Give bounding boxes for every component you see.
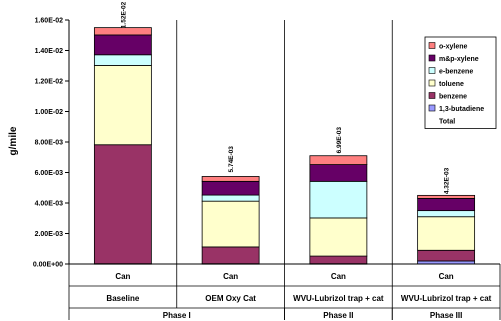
legend-swatch xyxy=(428,104,436,112)
total-label: 1.52E-02 xyxy=(120,1,127,28)
bar-segment-benzene xyxy=(93,144,152,265)
bar-segment-o-xylene xyxy=(417,194,476,199)
x-axis: Can Baseline Can OEM Oxy Cat Can WVU-Lubrizol… xyxy=(68,20,501,320)
bar-segment-o-xylene xyxy=(201,176,260,182)
phase-label: Phase I xyxy=(163,311,191,320)
bar-segment-e-benzene xyxy=(309,180,368,219)
legend-label: benzene xyxy=(439,94,467,101)
y-axis-label: g/mile xyxy=(8,126,19,155)
legend: o-xylene m&p-xylene e-benzene toluene benzen… xyxy=(424,36,497,129)
total-label: 6.99E-03 xyxy=(336,127,343,154)
y-tick-label: 8.00E-03 xyxy=(35,140,64,147)
bar-segment-benzene xyxy=(201,246,260,265)
config-label: WVU-Lubrizol trap + cat xyxy=(401,294,492,303)
bar-segment-toluene xyxy=(93,65,152,146)
legend-swatch xyxy=(428,54,436,62)
legend-box xyxy=(424,36,497,129)
bar-segment-benzene xyxy=(417,249,476,262)
phase-label: Phase III xyxy=(430,311,462,320)
bar-segment-o-xylene xyxy=(93,27,152,36)
legend-label: Total xyxy=(439,119,455,126)
y-tick-label: 2.00E-03 xyxy=(35,231,64,238)
y-tick-label: 1.60E-02 xyxy=(35,18,64,25)
bar-segment-e-benzene xyxy=(93,54,152,66)
legend-label: e-benzene xyxy=(439,69,473,76)
bar-segment-o-xylene xyxy=(309,155,368,165)
phase-label: Phase II xyxy=(323,311,353,320)
legend-swatch xyxy=(428,67,436,74)
bar-segment-benzene xyxy=(309,255,368,265)
bar-segment-e-benzene xyxy=(201,194,260,202)
y-tick-label: 1.20E-02 xyxy=(35,79,64,86)
bar-segment-toluene xyxy=(417,216,476,251)
category-label: Can xyxy=(223,272,238,281)
bar-segment-m-p-xylene xyxy=(201,180,260,196)
bar-segment-toluene xyxy=(201,200,260,248)
legend-label: o-xylene xyxy=(439,44,468,51)
legend-swatch xyxy=(428,92,436,99)
legend-label: m&p-xylene xyxy=(439,56,479,63)
y-tick-label: 6.00E-03 xyxy=(35,170,64,177)
total-label: 5.74E-03 xyxy=(228,146,235,173)
y-tick-label: 1.40E-02 xyxy=(35,48,64,55)
config-label: WVU-Lubrizol trap + cat xyxy=(293,294,384,303)
y-axis: 0.00E+00 2.00E-03 4.00E-03 6.00E-03 8.00E-03… xyxy=(33,18,70,269)
total-label: 4.32E-03 xyxy=(444,167,451,194)
legend-label: 1,3-butadiene xyxy=(439,106,484,113)
config-label: Baseline xyxy=(106,294,139,303)
config-label: OEM Oxy Cat xyxy=(205,294,256,303)
legend-label: toluene xyxy=(439,81,464,88)
category-label: Can xyxy=(439,272,454,281)
y-tick-label: 0.00E+00 xyxy=(33,262,63,269)
bar-segment-e-benzene xyxy=(417,210,476,218)
y-tick-label: 4.00E-03 xyxy=(35,201,64,208)
y-tick-label: 1.00E-02 xyxy=(35,109,64,116)
legend-swatch xyxy=(428,42,436,49)
bar-segment-m-p-xylene xyxy=(309,164,368,182)
legend-swatch xyxy=(428,79,436,87)
category-label: Can xyxy=(331,272,346,281)
category-label: Can xyxy=(115,272,130,281)
bar-segment-m-p-xylene xyxy=(417,198,476,212)
bars: 1.52E-02 5.74E-03 6.99E-03 4.32E-03 xyxy=(93,1,476,265)
bar-segment-toluene xyxy=(309,217,368,257)
bar-segment-m-p-xylene xyxy=(93,34,152,56)
